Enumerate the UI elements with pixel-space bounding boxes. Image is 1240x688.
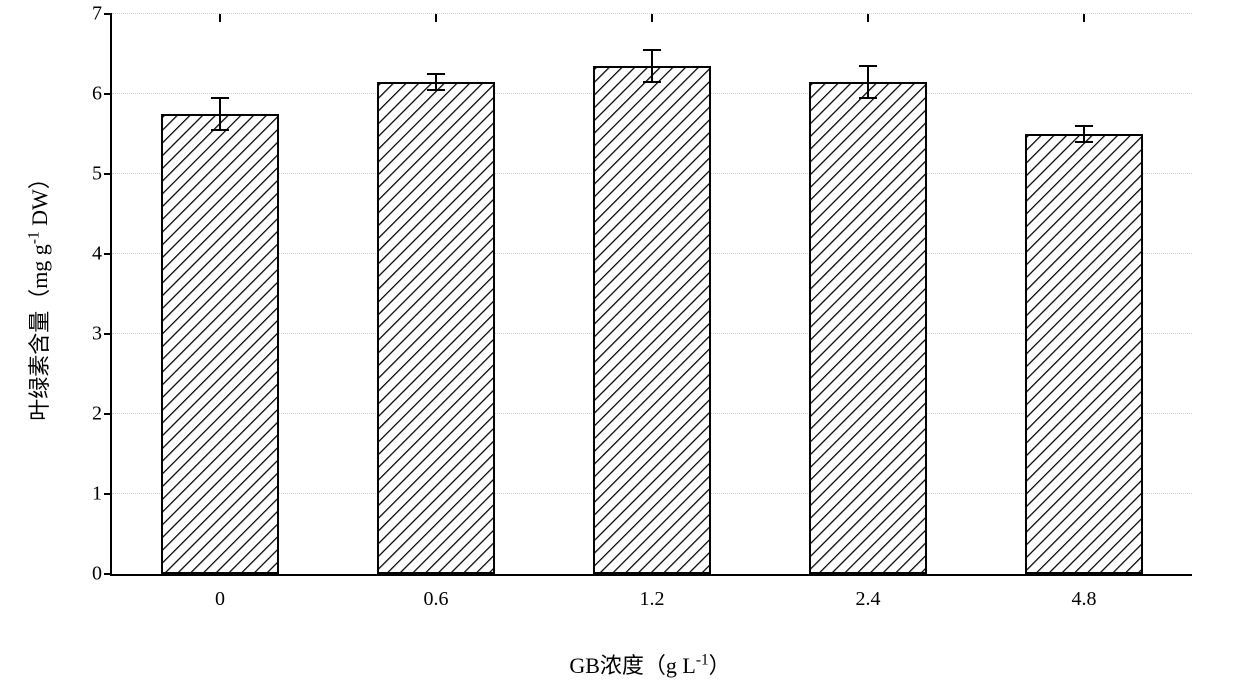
error-cap	[211, 97, 229, 99]
x-tick-mark	[651, 14, 653, 22]
y-tick-mark	[104, 173, 112, 175]
x-tick-mark	[1083, 14, 1085, 22]
error-bar	[651, 50, 653, 82]
x-tick-label: 0	[215, 574, 225, 611]
x-tick-mark	[219, 14, 221, 22]
bar	[1025, 134, 1144, 574]
error-bar	[867, 66, 869, 98]
bar	[593, 66, 712, 574]
x-tick-label: 1.2	[640, 574, 665, 611]
error-bar	[435, 74, 437, 90]
bar	[809, 82, 928, 574]
y-tick-mark	[104, 573, 112, 575]
error-bar	[1083, 126, 1085, 142]
y-tick-mark	[104, 253, 112, 255]
y-tick-mark	[104, 493, 112, 495]
bar-chart: 叶绿素含量（mg g-1 DW） GB浓度（g L-1） 0123456700.…	[0, 0, 1240, 688]
error-cap	[1075, 125, 1093, 127]
error-cap	[859, 65, 877, 67]
error-cap	[427, 73, 445, 75]
error-bar	[219, 98, 221, 130]
x-tick-label: 2.4	[856, 574, 881, 611]
error-cap	[643, 49, 661, 51]
y-tick-mark	[104, 93, 112, 95]
error-cap	[427, 89, 445, 91]
bar	[377, 82, 496, 574]
y-tick-mark	[104, 413, 112, 415]
error-cap	[859, 97, 877, 99]
y-tick-mark	[104, 13, 112, 15]
error-cap	[1075, 141, 1093, 143]
bar	[161, 114, 280, 574]
x-tick-mark	[867, 14, 869, 22]
error-cap	[643, 81, 661, 83]
y-tick-mark	[104, 333, 112, 335]
y-axis-label: 叶绿素含量（mg g-1 DW）	[22, 167, 54, 421]
plot-area: 0123456700.61.22.44.8	[110, 14, 1192, 576]
error-cap	[211, 129, 229, 131]
x-axis-label: GB浓度（g L-1）	[569, 648, 730, 680]
x-tick-label: 0.6	[424, 574, 449, 611]
x-tick-mark	[435, 14, 437, 22]
x-tick-label: 4.8	[1072, 574, 1097, 611]
